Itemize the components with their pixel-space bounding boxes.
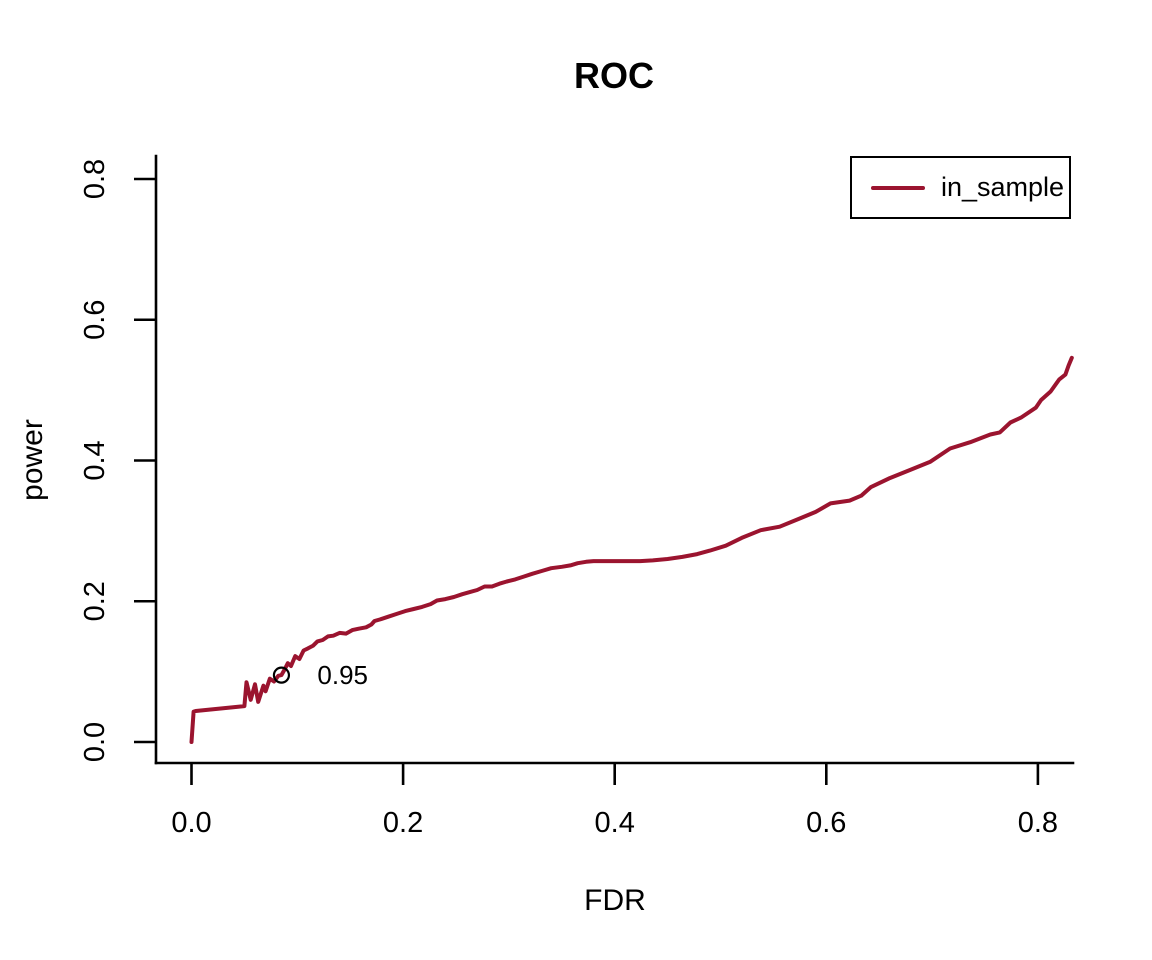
y-tick-label: 0.4 [79,440,111,480]
threshold-label: 0.95 [317,660,368,690]
x-axis-label: FDR [584,884,646,917]
roc-curve-in-sample [189,355,1074,744]
x-tick-label: 0.8 [1018,807,1058,839]
x-axis-ticks: 0.0 0.2 0.4 0.6 0.8 [171,763,1058,839]
legend: in_sample [850,156,1071,219]
y-axis-ticks: 0.0 0.2 0.4 0.6 0.8 [79,159,156,762]
x-tick-label: 0.2 [383,807,423,839]
y-tick-label: 0.8 [79,159,111,199]
y-tick-label: 0.2 [79,581,111,621]
threshold-marker-circle [272,666,291,684]
plot-title: ROC [574,55,654,96]
x-tick-label: 0.0 [171,807,211,839]
y-tick-label: 0.6 [79,300,111,340]
x-tick-label: 0.6 [806,807,846,839]
y-tick-label: 0.0 [79,722,111,762]
legend-label-in-sample: in_sample [941,172,1064,202]
y-axis-label: power [16,419,49,501]
x-tick-label: 0.4 [595,807,635,839]
